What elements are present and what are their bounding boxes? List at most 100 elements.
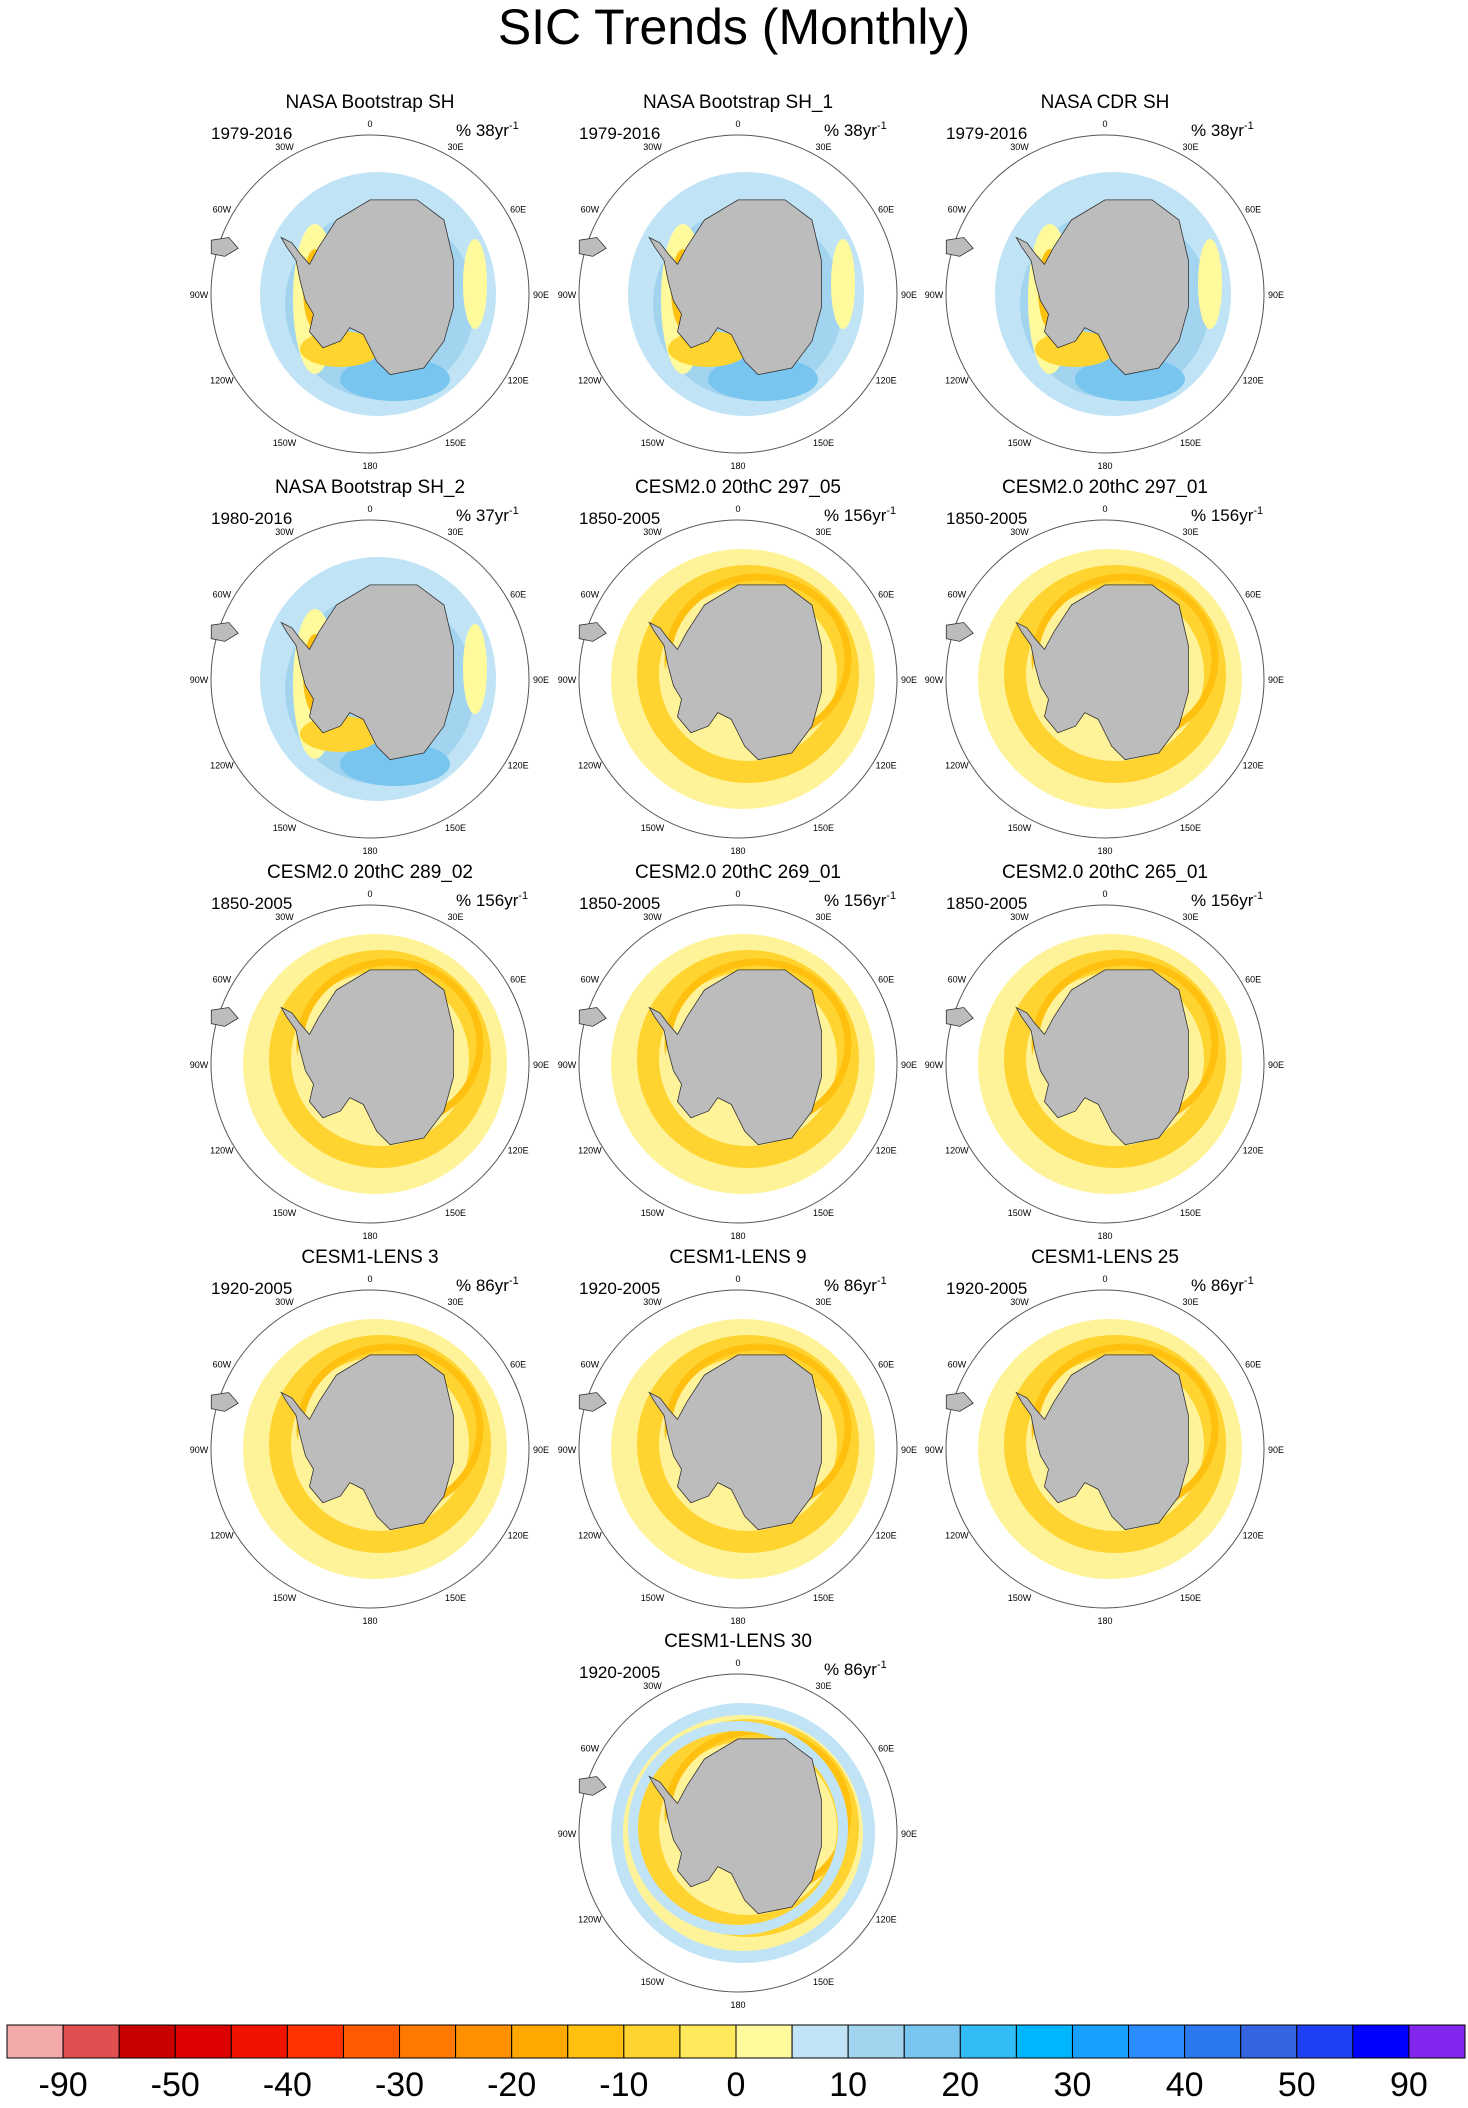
map-panel: NASA Bootstrap SH_2 1980-2016 % 37yr-1 0 30E…: [190, 477, 549, 856]
longitude-label: 180: [362, 461, 377, 471]
map-panel: CESM1-LENS 3 1920-2005 % 86yr-1 0 30E 60E 90E 1…: [190, 1247, 549, 1626]
longitude-label: 150W: [273, 1208, 297, 1218]
antarctica: [1015, 969, 1189, 1146]
longitude-label: 120E: [1243, 1531, 1264, 1541]
longitude-label: 60W: [581, 205, 600, 215]
longitude-label: 30W: [643, 912, 662, 922]
antarctica: [1015, 584, 1189, 761]
longitude-label: 0: [367, 1274, 372, 1284]
colorbar-box: [6, 2024, 64, 2059]
longitude-label: 120E: [508, 376, 529, 386]
panel-units: % 86yr-1: [1191, 1275, 1254, 1295]
colorbar-label: 10: [829, 2066, 867, 2104]
longitude-label: 30E: [1182, 527, 1198, 537]
longitude-label: 30E: [447, 527, 463, 537]
longitude-label: 150W: [641, 823, 665, 833]
longitude-label: 150E: [445, 823, 466, 833]
longitude-label: 90W: [925, 1445, 944, 1455]
longitude-label: 90E: [901, 1060, 917, 1070]
longitude-label: 120W: [945, 1146, 969, 1156]
colorbar-label: 40: [1166, 2066, 1204, 2104]
colorbar-box: [847, 2024, 905, 2059]
longitude-label: 120W: [578, 1531, 602, 1541]
antarctica: [648, 1738, 822, 1915]
longitude-label: 120W: [578, 1915, 602, 1925]
longitude-label: 90W: [925, 675, 944, 685]
longitude-label: 60W: [581, 975, 600, 985]
longitude-label: 150E: [813, 1208, 834, 1218]
south-america: [210, 622, 239, 642]
longitude-label: 60W: [213, 975, 232, 985]
longitude-label: 90W: [925, 1060, 944, 1070]
panel-years: 1850-2005: [211, 894, 292, 913]
map-panel: CESM1-LENS 9 1920-2005 % 86yr-1 0 30E 60E 90E 1…: [558, 1247, 917, 1626]
colorbar-box: [1128, 2024, 1186, 2059]
longitude-label: 150E: [1180, 823, 1201, 833]
antarctica: [648, 1354, 822, 1531]
south-america: [945, 1007, 974, 1027]
longitude-label: 30W: [275, 912, 294, 922]
longitude-label: 90W: [558, 1445, 577, 1455]
longitude-label: 180: [1097, 846, 1112, 856]
south-america: [945, 237, 974, 257]
colorbar-label: 0: [727, 2066, 746, 2104]
south-america: [578, 622, 607, 642]
longitude-label: 60W: [948, 1360, 967, 1370]
longitude-label: 90E: [1268, 1060, 1284, 1070]
longitude-label: 0: [367, 119, 372, 129]
panel-units: % 156yr-1: [1191, 505, 1263, 525]
colorbar-box: [1015, 2024, 1073, 2059]
longitude-label: 30E: [815, 527, 831, 537]
panel-title: CESM2.0 20thC 269_01: [635, 862, 841, 883]
colorbar-box: [679, 2024, 737, 2059]
longitude-label: 30E: [815, 1681, 831, 1691]
panel-title: CESM1-LENS 30: [664, 1631, 812, 1652]
longitude-label: 150W: [1008, 438, 1032, 448]
longitude-label: 150E: [445, 1593, 466, 1603]
south-america: [210, 1392, 239, 1412]
colorbar-label: -30: [375, 2066, 424, 2104]
panel-title: CESM2.0 20thC 297_05: [635, 477, 841, 498]
panel-units: % 38yr-1: [1191, 120, 1254, 140]
longitude-label: 150W: [1008, 1593, 1032, 1603]
longitude-label: 120E: [1243, 376, 1264, 386]
colorbar-box: [118, 2024, 176, 2059]
colorbar-box: [286, 2024, 344, 2059]
longitude-label: 60E: [878, 1360, 894, 1370]
longitude-label: 150E: [813, 1593, 834, 1603]
longitude-label: 60W: [581, 590, 600, 600]
longitude-label: 30W: [275, 527, 294, 537]
south-america: [945, 1392, 974, 1412]
panel-units: % 86yr-1: [824, 1659, 887, 1679]
longitude-label: 150W: [641, 438, 665, 448]
longitude-label: 180: [362, 1616, 377, 1626]
map-panel: CESM2.0 20thC 297_05 1850-2005 % 156yr-1 0 3…: [558, 477, 917, 856]
longitude-label: 60W: [948, 590, 967, 600]
longitude-label: 150W: [1008, 1208, 1032, 1218]
longitude-label: 30W: [1010, 142, 1029, 152]
longitude-label: 90E: [1268, 1445, 1284, 1455]
longitude-label: 60W: [581, 1360, 600, 1370]
map-panel: NASA Bootstrap SH_1 1979-2016 % 38yr-1 0 30E…: [558, 92, 917, 471]
longitude-label: 120E: [876, 376, 897, 386]
longitude-label: 30E: [1182, 912, 1198, 922]
longitude-label: 180: [730, 461, 745, 471]
longitude-label: 120W: [210, 1146, 234, 1156]
antarctica: [280, 1354, 454, 1531]
longitude-label: 60E: [1245, 1360, 1261, 1370]
longitude-label: 180: [730, 1616, 745, 1626]
longitude-label: 60E: [1245, 205, 1261, 215]
longitude-label: 90E: [533, 1445, 549, 1455]
figure-title: SIC Trends (Monthly): [498, 0, 970, 55]
longitude-label: 150W: [273, 823, 297, 833]
longitude-label: 120W: [945, 761, 969, 771]
longitude-label: 150W: [1008, 823, 1032, 833]
panel-years: 1850-2005: [946, 894, 1027, 913]
colorbar-label: -50: [151, 2066, 200, 2104]
antarctica: [1015, 199, 1189, 376]
longitude-label: 60W: [948, 205, 967, 215]
colorbar-box: [342, 2024, 401, 2059]
longitude-label: 90E: [533, 290, 549, 300]
panel-title: CESM1-LENS 9: [669, 1247, 806, 1268]
